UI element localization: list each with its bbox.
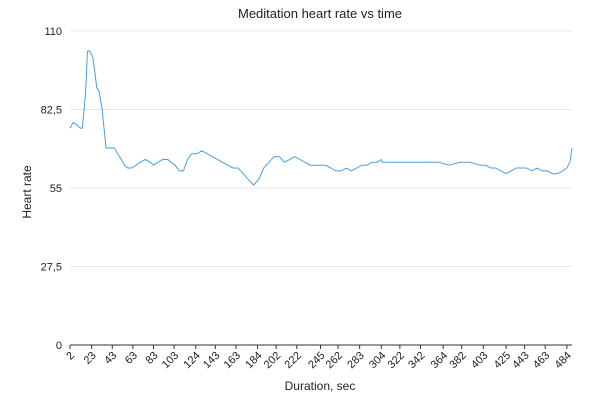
y-axis-ticks: 0 27,5 55 82,5 110: [41, 26, 62, 352]
x-tick-label: 163: [222, 350, 243, 371]
x-tick-label: 425: [492, 350, 513, 371]
x-tick-label: 83: [143, 350, 160, 367]
x-tick-label: 23: [82, 350, 99, 367]
x-tick-label: 463: [531, 350, 552, 371]
x-tick-label: 322: [386, 350, 407, 371]
x-tick-label: 443: [510, 350, 531, 371]
gridlines: [70, 30, 572, 346]
y-tick-label: 27,5: [41, 262, 62, 274]
y-axis-label: Heart rate: [20, 165, 34, 219]
series-layer: [69, 50, 573, 186]
x-tick-label: 245: [306, 350, 327, 371]
x-tick-label: 184: [243, 350, 264, 371]
x-tick-label: 484: [553, 350, 574, 371]
x-tick-label: 43: [102, 350, 119, 367]
x-tick-label: 262: [324, 350, 345, 371]
y-tick-label: 110: [44, 26, 62, 38]
x-tick-label: 63: [123, 350, 140, 367]
x-tick-label: 103: [160, 350, 181, 371]
chart-title: Meditation heart rate vs time: [238, 6, 402, 21]
y-tick-label: 55: [50, 183, 62, 195]
x-axis-label: Duration, sec: [285, 379, 356, 393]
x-tick-label: 2: [64, 350, 77, 363]
x-tick-label: 124: [181, 350, 202, 371]
x-tick-label: 403: [469, 350, 490, 371]
x-tick-label: 143: [201, 350, 222, 371]
x-tick-label: 283: [345, 350, 366, 371]
y-tick-label: 0: [56, 340, 62, 352]
x-tick-label: 382: [447, 350, 468, 371]
heart-rate-line: [69, 50, 573, 186]
x-tick-label: 202: [262, 350, 283, 371]
x-tick-label: 342: [406, 350, 427, 371]
x-tick-label: 304: [367, 350, 388, 371]
x-tick-label: 222: [282, 350, 303, 371]
x-tick-label: 364: [429, 350, 450, 371]
y-tick-label: 82,5: [41, 105, 62, 117]
